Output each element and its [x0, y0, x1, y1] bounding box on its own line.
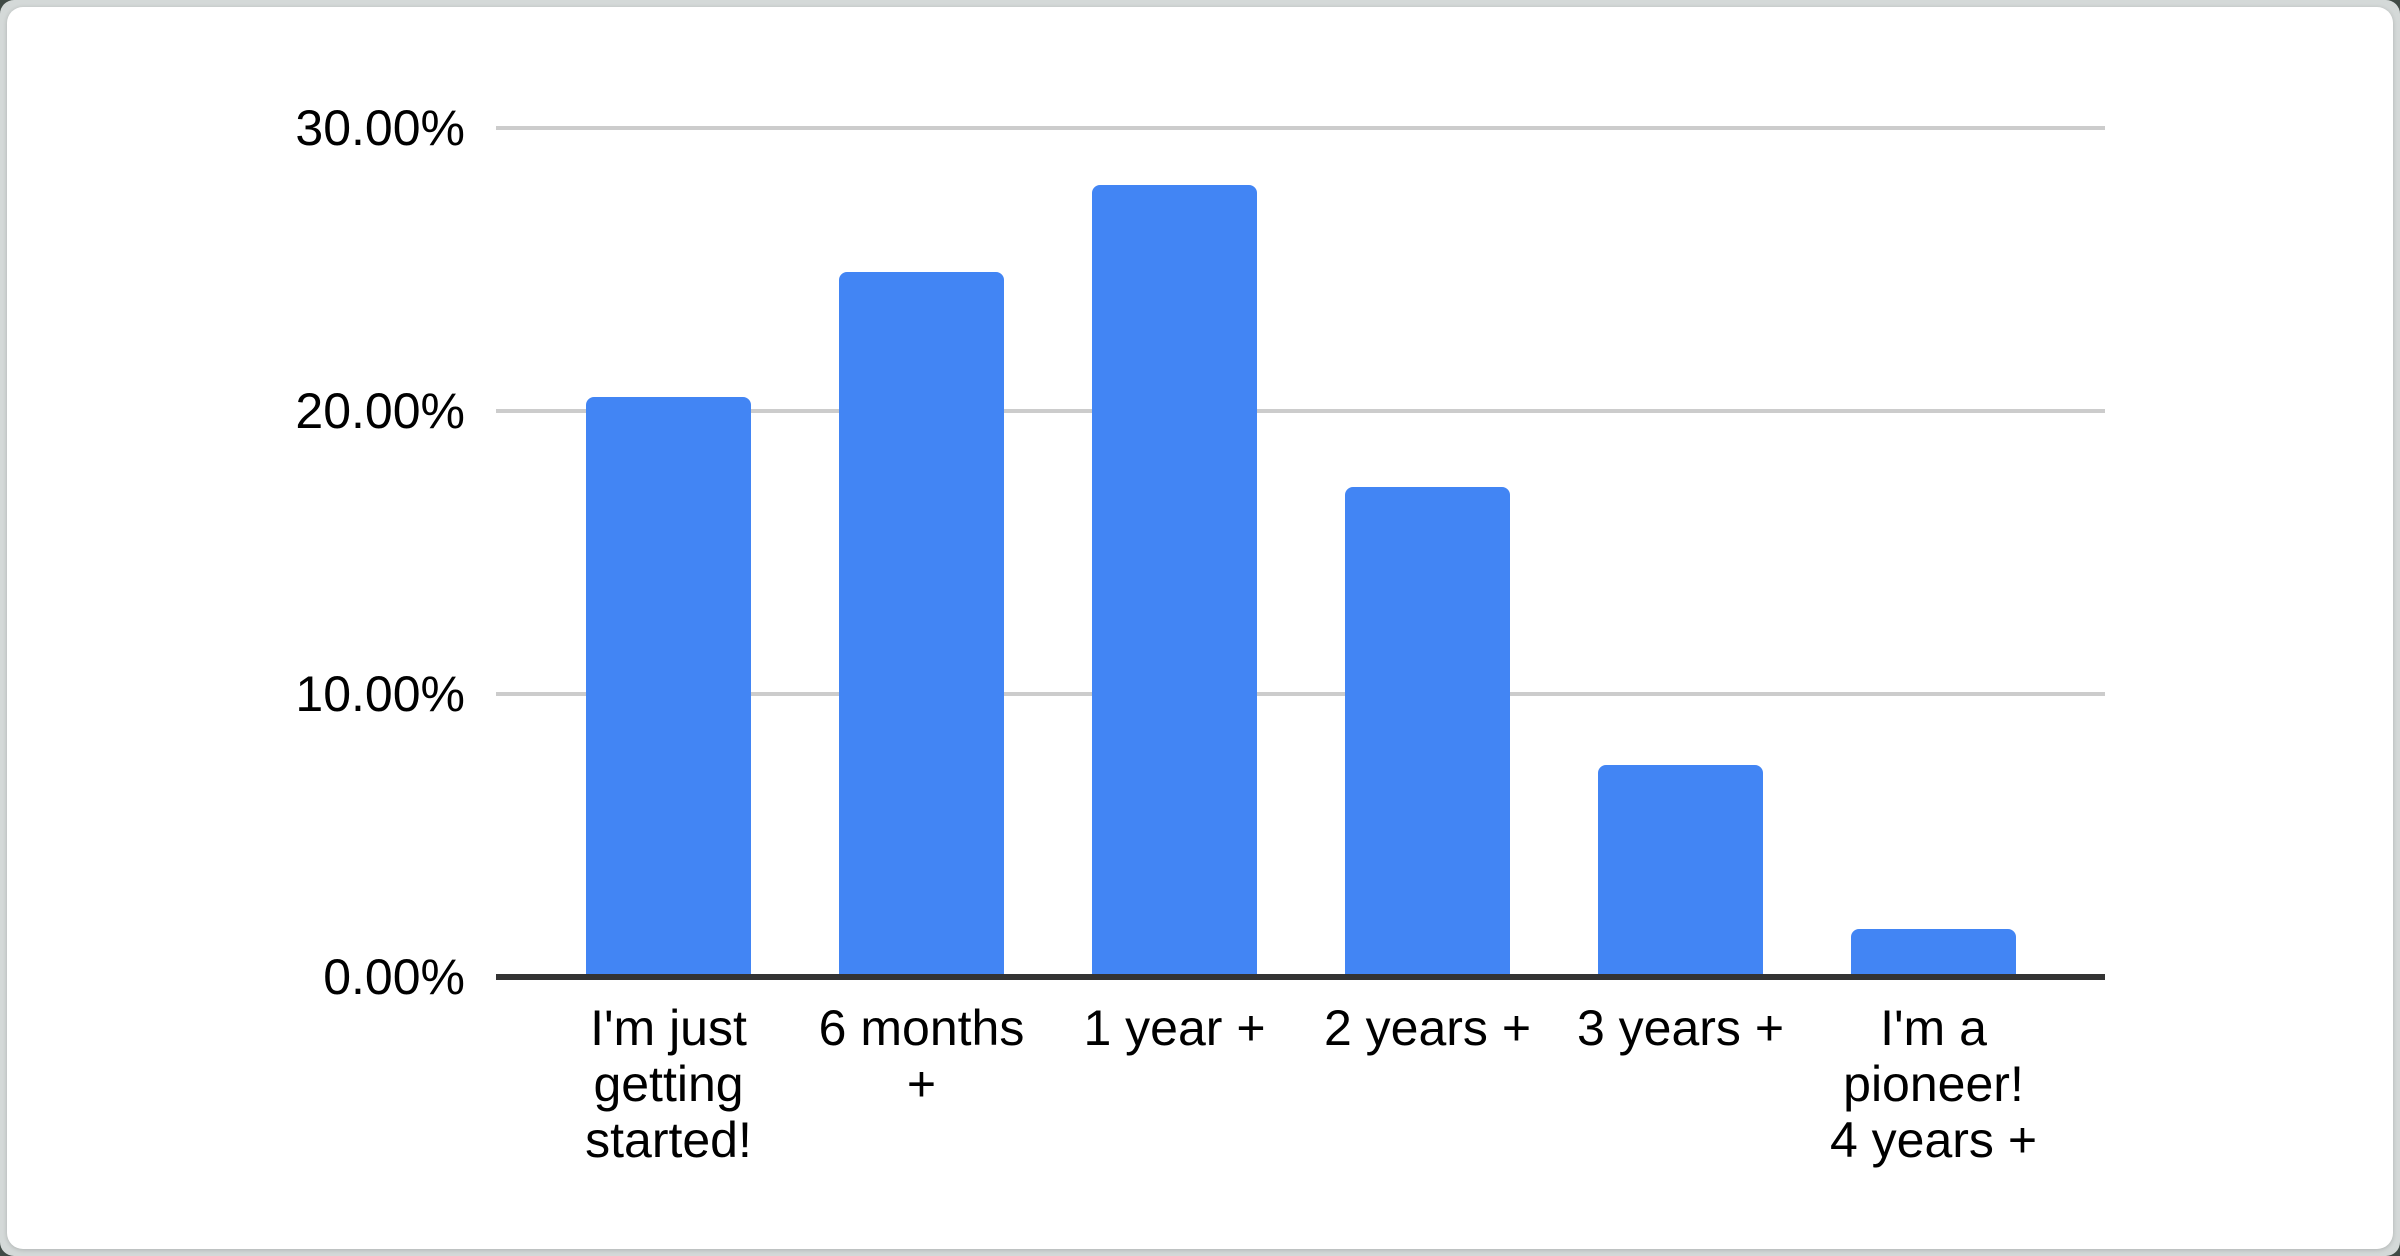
chart-card: 30.00% 20.00% 10.00% 0.00% I'm just getting…: [7, 7, 2393, 1249]
category-band: [1554, 128, 1807, 977]
bar-4: [1345, 487, 1510, 977]
bar-3: [1092, 184, 1257, 977]
bar-6: [1851, 928, 2016, 977]
x-tick-label: 2 years +: [1323, 1000, 1532, 1056]
bar-series: [542, 128, 2060, 977]
category-band: [542, 128, 795, 977]
y-tick-label: 30.00%: [295, 99, 465, 156]
bar-chart: 30.00% 20.00% 10.00% 0.00% I'm just getting…: [7, 7, 2393, 1249]
x-tick-label: 6 months +: [818, 1000, 1025, 1112]
x-tick-label: 1 year +: [1083, 1000, 1266, 1056]
category-band: [1301, 128, 1554, 977]
x-axis-line: [496, 974, 2105, 980]
category-band: [795, 128, 1048, 977]
gridline-20: [496, 409, 2105, 413]
y-tick-label: 20.00%: [295, 382, 465, 439]
category-band: [1048, 128, 1301, 977]
x-tick-label: I'm a pioneer! 4 years +: [1829, 1000, 2038, 1168]
bar-2: [839, 272, 1004, 977]
x-axis-tick-labels: I'm just getting started! 6 months + 1 yea…: [542, 1000, 2060, 1168]
y-tick-label: 0.00%: [323, 948, 465, 1005]
gridline-30: [496, 126, 2105, 130]
category-band: [1807, 128, 2060, 977]
gridline-10: [496, 692, 2105, 696]
x-tick-label: 3 years +: [1576, 1000, 1785, 1056]
bar-5: [1598, 764, 1763, 977]
x-tick-label: I'm just getting started!: [585, 1000, 752, 1168]
y-tick-label: 10.00%: [295, 665, 465, 722]
bar-1: [586, 396, 751, 977]
